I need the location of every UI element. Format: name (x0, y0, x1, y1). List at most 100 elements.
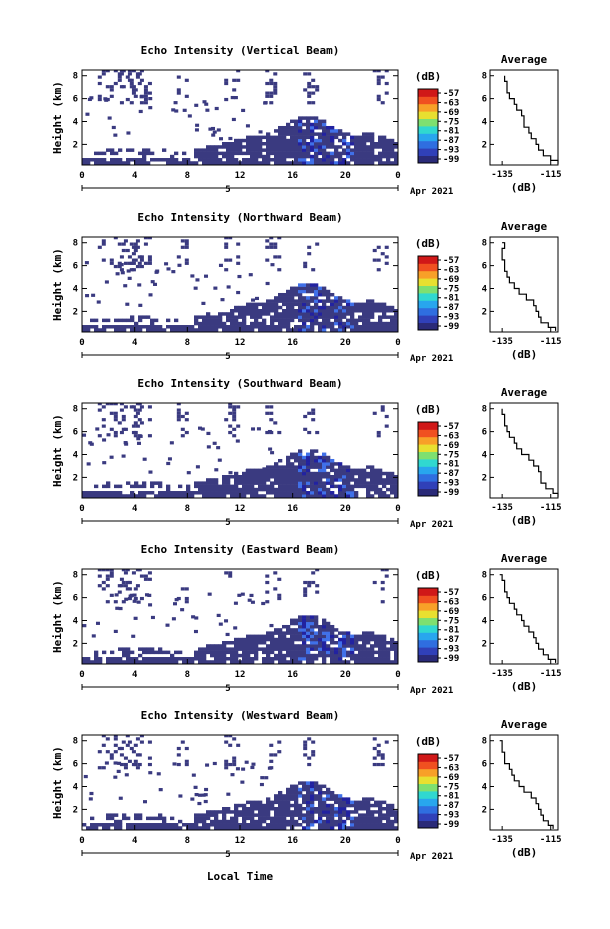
colorbar-tick-label: -87 (443, 136, 459, 146)
x-tick-label: 8 (185, 338, 190, 348)
avg-profile-line (501, 242, 557, 331)
colorbar-swatch (418, 647, 438, 655)
x-tick-label: 20 (340, 670, 351, 680)
colorbar-swatch (418, 118, 438, 127)
y-tick-label: 2 (73, 805, 78, 815)
colorbar-unit: (dB) (415, 403, 442, 416)
colorbar-swatch (418, 625, 438, 633)
x-tick-label: 4 (132, 338, 138, 348)
avg-y-tick-label: 8 (482, 239, 487, 249)
x-tick-label: 16 (287, 504, 298, 514)
colorbar-tick-label: -75 (443, 117, 459, 127)
y-tick-label: 8 (73, 405, 78, 415)
colorbar-swatch (418, 451, 438, 460)
y-tick-label: 8 (73, 239, 78, 249)
colorbar-unit: (dB) (415, 569, 442, 582)
colorbar-swatch (418, 459, 438, 467)
avg-y-tick-label: 2 (482, 639, 487, 649)
y-tick-label: 8 (73, 72, 78, 82)
colorbar-tick-label: -69 (443, 441, 459, 451)
y-axis-label: Height (km) (51, 248, 64, 321)
date-day-label: 5 (225, 352, 230, 362)
colorbar-tick-label: -93 (443, 146, 459, 156)
x-tick-label: 20 (340, 171, 351, 181)
x-tick-label: 16 (287, 836, 298, 846)
colorbar-swatch (418, 610, 438, 618)
colorbar-frame (417, 421, 439, 497)
colorbar-tick-label: -81 (443, 127, 459, 137)
colorbar-tick-label: -75 (443, 450, 459, 460)
x-tick-label: 8 (185, 670, 190, 680)
x-tick-label: 20 (340, 504, 351, 514)
colorbar-tick-label: -87 (443, 801, 459, 811)
colorbar-tick-label: -69 (443, 607, 459, 617)
colorbar-swatch (418, 798, 438, 807)
colorbar-swatch (418, 768, 438, 777)
x-tick-label: 16 (287, 670, 298, 680)
avg-y-tick-label: 4 (482, 617, 488, 627)
colorbar-unit: (dB) (415, 237, 442, 250)
colorbar-frame (417, 88, 439, 164)
y-tick-label: 4 (73, 617, 79, 627)
colorbar-tick-label: -99 (443, 322, 459, 332)
colorbar-swatch (418, 632, 438, 641)
avg-x-tick-label: -115 (540, 170, 562, 180)
avg-y-tick-label: 4 (482, 451, 488, 461)
x-tick-label: 0 (79, 670, 84, 680)
colorbar-swatch (418, 761, 438, 770)
colorbar-frame (417, 255, 439, 331)
x-tick-label: 16 (287, 171, 298, 181)
avg-profile-line (501, 408, 559, 497)
colorbar-swatch (418, 322, 438, 331)
colorbar-tick-label: -99 (443, 155, 459, 165)
avg-title: Average (501, 552, 548, 565)
colorbar-tick-label: -57 (443, 754, 459, 764)
avg-x-label: (dB) (511, 181, 538, 194)
x-tick-label: 12 (235, 670, 246, 680)
date-day-label: 5 (225, 850, 230, 860)
colorbar-unit: (dB) (415, 735, 442, 748)
y-tick-label: 2 (73, 639, 78, 649)
colorbar-tick-label: -93 (443, 479, 459, 489)
colorbar-tick-label: -63 (443, 98, 459, 108)
avg-profile-line (499, 574, 557, 663)
x-tick-label: 0 (79, 338, 84, 348)
colorbar-swatch (418, 133, 438, 142)
panel-2: Echo Intensity (Northward Beam) 2 4 6 8 Heigh… (51, 211, 562, 364)
colorbar-tick-label: -87 (443, 635, 459, 645)
colorbar-tick-label: -75 (443, 284, 459, 294)
colorbar-swatch (418, 315, 438, 323)
date-day-label: 5 (225, 684, 230, 694)
x-tick-label: 8 (185, 171, 190, 181)
colorbar-tick-label: -69 (443, 275, 459, 285)
colorbar-tick-label: -99 (443, 488, 459, 498)
colorbar-tick-label: -93 (443, 645, 459, 655)
x-tick-label: 8 (185, 504, 190, 514)
colorbar-tick-label: -81 (443, 460, 459, 470)
colorbar-swatch (418, 285, 438, 294)
colorbar-swatch (418, 96, 438, 105)
panel-1: Echo Intensity (Vertical Beam) 2 4 6 8 Height… (51, 44, 562, 197)
colorbar-swatch (418, 776, 438, 784)
x-tick-label: 12 (235, 171, 246, 181)
colorbar-tick-label: -87 (443, 469, 459, 479)
y-tick-label: 8 (73, 571, 78, 581)
colorbar-swatch (418, 791, 438, 799)
colorbar-tick-label: -69 (443, 773, 459, 783)
colorbar-tick-label: -69 (443, 108, 459, 118)
colorbar-swatch (418, 466, 438, 475)
x-tick-label: 12 (235, 836, 246, 846)
avg-y-tick-label: 2 (482, 805, 487, 815)
colorbar-swatch (418, 444, 438, 452)
colorbar-swatch (418, 111, 438, 119)
avg-x-label: (dB) (511, 846, 538, 859)
colorbar-swatch (418, 148, 438, 156)
y-tick-label: 4 (73, 783, 79, 793)
avg-y-tick-label: 8 (482, 737, 487, 747)
colorbar-swatch (418, 473, 438, 482)
avg-y-tick-label: 2 (482, 307, 487, 317)
x-tick-label: 0 (79, 171, 84, 181)
y-axis-label: Height (km) (51, 746, 64, 819)
y-tick-label: 6 (73, 428, 78, 438)
avg-x-label: (dB) (511, 680, 538, 693)
